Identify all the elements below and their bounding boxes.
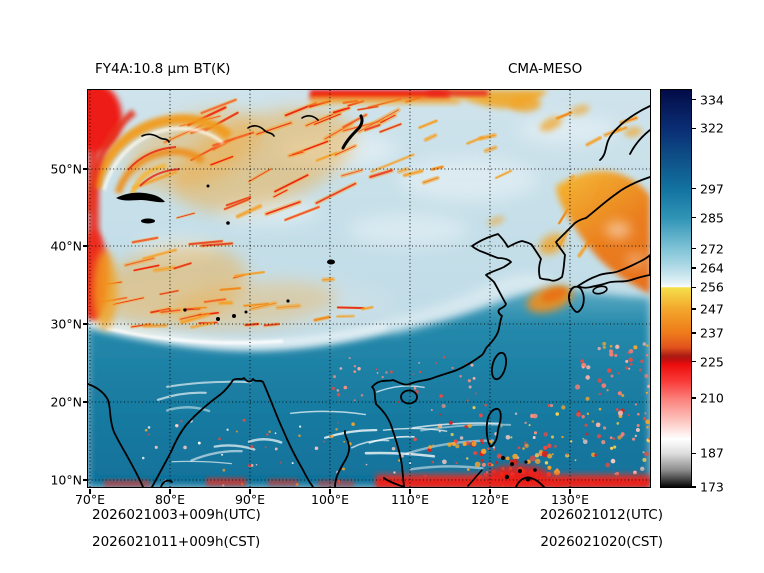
x-tick-mark bbox=[329, 489, 331, 494]
colorbar-tick-mark bbox=[691, 332, 696, 334]
x-tick-label: 120°E bbox=[470, 492, 510, 507]
colorbar-tick-mark bbox=[691, 267, 696, 269]
y-tick-mark bbox=[83, 401, 88, 403]
x-tick-label: 70°E bbox=[74, 492, 106, 507]
colorbar-tick-mark bbox=[691, 286, 696, 288]
cold-cloud-swirl-and-bands bbox=[88, 90, 642, 330]
colorbar-tick-label: 237 bbox=[700, 325, 724, 341]
y-tick-mark bbox=[83, 479, 88, 481]
plot-title-left: FY4A:10.8 μm BT(K) bbox=[95, 61, 231, 77]
footer-valid-time-utc: 2026021012(UTC) bbox=[539, 507, 663, 523]
footer-init-time-utc: 2026021003+009h(UTC) bbox=[92, 507, 261, 523]
colorbar-tick-label: 334 bbox=[700, 92, 724, 108]
colorbar-tick-label: 322 bbox=[700, 120, 724, 136]
colorbar-tick-label: 173 bbox=[700, 479, 724, 495]
colorbar-tick-label: 272 bbox=[700, 241, 724, 257]
colorbar-tick-label: 187 bbox=[700, 445, 724, 461]
y-tick-label: 50°N bbox=[50, 161, 82, 177]
y-tick-mark bbox=[83, 245, 88, 247]
footer-valid-time-cst: 2026021020(CST) bbox=[540, 534, 663, 550]
x-tick-mark bbox=[409, 489, 411, 494]
colorbar-tick-mark bbox=[691, 397, 696, 399]
colorbar-tick-mark bbox=[691, 127, 696, 130]
coastlines bbox=[88, 105, 650, 487]
map-plot-area bbox=[87, 89, 651, 488]
colorbar-tick-label: 247 bbox=[700, 301, 724, 317]
colorbar-tick-label: 264 bbox=[700, 260, 724, 276]
x-tick-mark bbox=[89, 489, 91, 494]
colorbar-tick-label: 285 bbox=[700, 210, 724, 226]
colorbar-tick-mark bbox=[691, 361, 696, 363]
x-tick-label: 100°E bbox=[310, 492, 350, 507]
colorbar-tick-mark bbox=[691, 486, 696, 488]
satellite-bt-map bbox=[88, 90, 650, 487]
colorbar-tick-mark bbox=[691, 248, 696, 250]
y-tick-label: 30°N bbox=[50, 316, 82, 332]
y-tick-mark bbox=[83, 168, 88, 170]
plot-title-right: CMA-MESO bbox=[508, 61, 583, 77]
colorbar-tick-mark bbox=[691, 308, 696, 310]
colorbar-tick-label: 225 bbox=[700, 354, 724, 370]
x-tick-mark bbox=[249, 489, 251, 494]
colorbar-tick-mark bbox=[691, 188, 696, 190]
colorbar-tick-mark bbox=[691, 452, 696, 454]
x-tick-label: 110°E bbox=[390, 492, 430, 507]
colorbar-tick-mark bbox=[691, 216, 696, 219]
footer-init-time-cst: 2026021011+009h(CST) bbox=[92, 534, 261, 550]
colorbar-tick-label: 256 bbox=[700, 279, 724, 295]
y-tick-label: 10°N bbox=[50, 472, 82, 488]
colorbar-tick-label: 210 bbox=[700, 390, 724, 406]
graticule bbox=[88, 90, 650, 487]
x-tick-mark bbox=[169, 489, 171, 494]
y-tick-label: 20°N bbox=[50, 394, 82, 410]
colorbar-tick-mark bbox=[691, 99, 696, 101]
y-tick-mark bbox=[83, 323, 88, 325]
x-tick-label: 80°E bbox=[154, 492, 186, 507]
x-tick-mark bbox=[569, 489, 571, 494]
colorbar bbox=[660, 89, 692, 488]
x-tick-label: 90°E bbox=[234, 492, 266, 507]
colorbar-tick-label: 297 bbox=[700, 181, 724, 197]
y-tick-label: 40°N bbox=[50, 238, 82, 254]
x-tick-mark bbox=[489, 489, 491, 494]
x-tick-label: 130°E bbox=[550, 492, 590, 507]
